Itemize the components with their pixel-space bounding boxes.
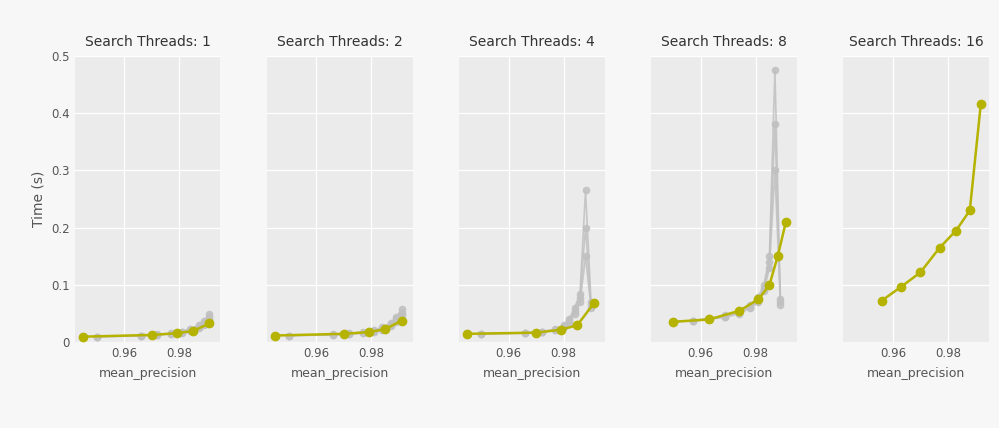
Title: Search Threads: 1: Search Threads: 1 [85,35,211,49]
Title: Search Threads: 4: Search Threads: 4 [470,35,594,49]
X-axis label: mean_precision: mean_precision [291,367,389,380]
X-axis label: mean_precision: mean_precision [675,367,773,380]
X-axis label: mean_precision: mean_precision [483,367,581,380]
X-axis label: mean_precision: mean_precision [867,367,965,380]
Title: Search Threads: 16: Search Threads: 16 [849,35,984,49]
Title: Search Threads: 8: Search Threads: 8 [661,35,787,49]
X-axis label: mean_precision: mean_precision [99,367,197,380]
Title: Search Threads: 2: Search Threads: 2 [277,35,403,49]
Y-axis label: Time (s): Time (s) [32,171,46,227]
